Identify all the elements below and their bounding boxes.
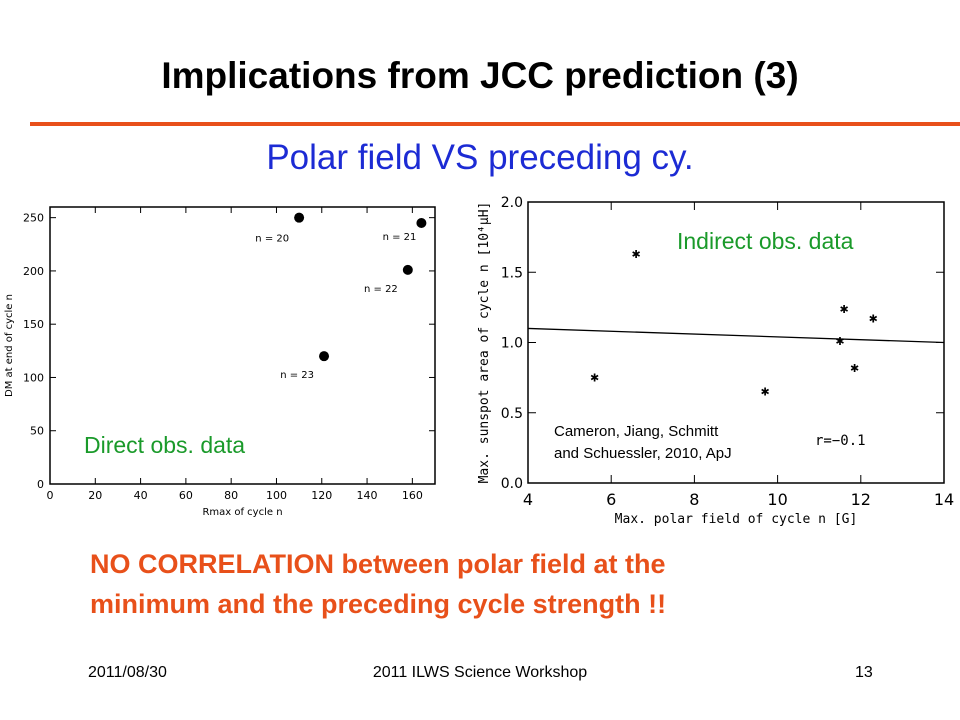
data-point: ✱	[761, 386, 770, 399]
fit-line	[527, 327, 945, 344]
plot-frame	[49, 206, 436, 485]
y-tick-label: 150	[23, 318, 44, 331]
x-axis-label: Max. polar field of cycle n [G]	[615, 512, 858, 527]
y-tick-label: 0.0	[501, 476, 523, 492]
panel-label-direct: Direct obs. data	[84, 432, 246, 458]
conclusion-line-2: minimum and the preceding cycle strength…	[90, 589, 667, 619]
y-tick-label: 0.5	[501, 406, 523, 422]
x-tick-label: 0	[47, 489, 54, 502]
x-tick-label: 4	[523, 490, 533, 509]
y-tick-label: 200	[23, 265, 44, 278]
data-point	[402, 264, 413, 275]
y-axis-label: DM at end of cycle n	[4, 294, 15, 397]
point-label: n = 20	[255, 234, 289, 245]
x-tick-label: 14	[934, 490, 954, 509]
data-point	[294, 212, 305, 223]
x-tick-label: 80	[224, 489, 238, 502]
footer-event: 2011 ILWS Science Workshop	[372, 664, 588, 681]
correlation-label: r=−0.1	[815, 433, 866, 449]
footer-date: 2011/08/30	[88, 664, 167, 681]
y-tick-label: 0	[37, 478, 44, 491]
y-tick-label: 1.5	[501, 265, 523, 281]
citation-line-1: Cameron, Jiang, Schmitt	[554, 423, 719, 440]
x-tick-label: 8	[689, 490, 699, 509]
x-tick-label: 10	[767, 490, 787, 509]
x-tick-label: 120	[311, 489, 332, 502]
conclusion-line-1: NO CORRELATION between polar field at th…	[90, 549, 666, 579]
x-tick-label: 60	[179, 489, 193, 502]
y-tick-label: 1.0	[501, 336, 523, 352]
y-axis-label: Max. sunspot area of cycle n [10⁴μH]	[477, 202, 492, 484]
point-label: n = 21	[383, 232, 417, 243]
x-tick-label: 100	[266, 489, 287, 502]
x-tick-label: 40	[134, 489, 148, 502]
slide-title: Implications from JCC prediction (3)	[161, 55, 799, 96]
point-label: n = 22	[364, 284, 398, 295]
conclusion-text: NO CORRELATION between polar field at th…	[90, 544, 890, 624]
point-label: n = 23	[280, 370, 314, 381]
x-tick-label: 20	[88, 489, 102, 502]
y-tick-label: 250	[23, 212, 44, 225]
y-tick-label: 100	[23, 371, 44, 384]
citation-line-2: and Schuessler, 2010, ApJ	[554, 445, 732, 462]
x-tick-label: 12	[851, 490, 871, 509]
panel-label-indirect: Indirect obs. data	[677, 228, 854, 254]
title-underline	[30, 122, 960, 126]
data-point: ✱	[869, 313, 878, 326]
data-point: ✱	[835, 335, 844, 348]
data-point	[416, 217, 427, 228]
y-tick-label: 2.0	[501, 195, 523, 211]
data-point: ✱	[840, 303, 849, 316]
data-point: ✱	[632, 248, 641, 261]
x-tick-label: 6	[606, 490, 616, 509]
footer-page-number: 13	[855, 664, 873, 681]
x-tick-label: 160	[402, 489, 423, 502]
x-axis-label: Rmax of cycle n	[202, 507, 282, 518]
x-tick-label: 140	[357, 489, 378, 502]
data-point: ✱	[590, 372, 599, 385]
y-tick-label: 50	[30, 425, 44, 438]
data-point	[319, 351, 330, 362]
citation: Cameron, Jiang, Schmitt and Schuessler, …	[554, 421, 732, 465]
data-point: ✱	[850, 362, 859, 375]
slide-subtitle: Polar field VS preceding cy.	[266, 138, 694, 177]
